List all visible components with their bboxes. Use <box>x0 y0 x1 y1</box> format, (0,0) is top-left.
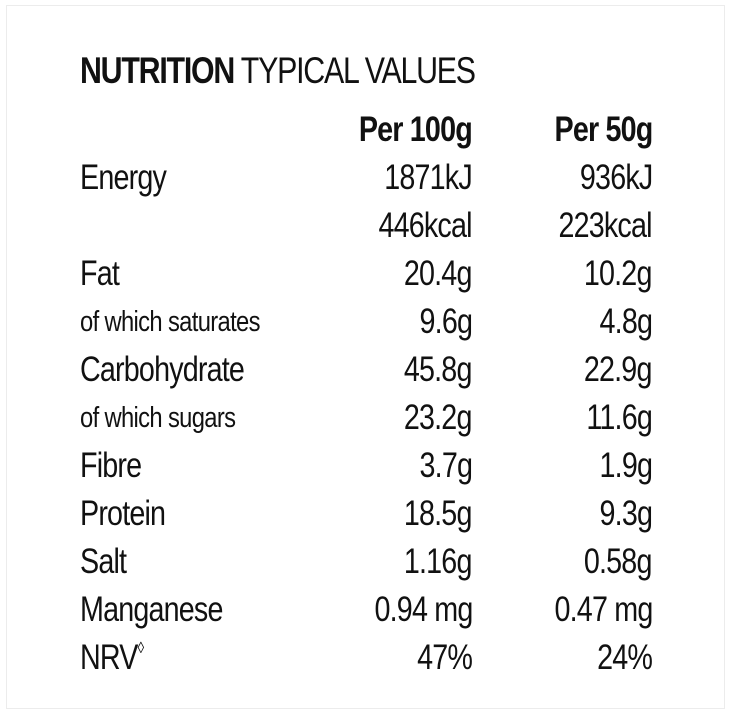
heading-light: TYPICAL VALUES <box>240 50 476 91</box>
table-row-energy-kcal: 446kcal 223kcal <box>80 202 653 250</box>
row-label-nrv: NRV◊ <box>80 634 144 682</box>
table-row-nrv: NRV◊ 47% 24% <box>80 634 653 682</box>
value-per-100g: 1871kJ <box>384 158 472 197</box>
table-row-manganese: Manganese 0.94 mg 0.47 mg <box>80 586 653 634</box>
value-per-100g: 446kcal <box>378 206 473 245</box>
row-label: Energy <box>80 158 167 197</box>
row-label: Salt <box>80 542 127 581</box>
nrv-label-text: NRV <box>80 638 138 677</box>
value-per-50g: 24% <box>597 638 653 677</box>
table-row-protein: Protein 18.5g 9.3g <box>80 490 653 538</box>
column-header-per-50g: Per 50g <box>554 110 653 149</box>
column-header-row: Per 100g Per 50g <box>80 106 653 154</box>
value-per-100g: 47% <box>417 638 473 677</box>
value-per-50g: 9.3g <box>599 494 652 533</box>
value-per-50g: 936kJ <box>579 158 653 197</box>
value-per-100g: 45.8g <box>404 350 473 389</box>
value-per-50g: 10.2g <box>584 254 653 293</box>
value-per-50g: 11.6g <box>586 398 652 437</box>
table-row-carbohydrate: Carbohydrate 45.8g 22.9g <box>80 346 653 394</box>
value-per-100g: 3.7g <box>419 446 472 485</box>
value-per-100g: 23.2g <box>404 398 473 437</box>
value-per-100g: 18.5g <box>404 494 473 533</box>
nrv-diamond-mark: ◊ <box>137 640 145 657</box>
row-label: of which saturates <box>80 306 261 338</box>
value-per-50g: 223kcal <box>558 206 653 245</box>
table-row-energy-kj: Energy 1871kJ 936kJ <box>80 154 653 202</box>
heading-bold: NUTRITION <box>80 50 235 91</box>
row-label: Manganese <box>80 590 223 629</box>
value-per-50g: 0.58g <box>584 542 653 581</box>
row-label: of which sugars <box>80 402 236 434</box>
value-per-100g: 0.94 mg <box>374 590 473 629</box>
table-row-fat: Fat 20.4g 10.2g <box>80 250 653 298</box>
value-per-50g: 4.8g <box>599 302 652 341</box>
value-per-100g: 1.16g <box>404 542 473 581</box>
value-per-50g: 1.9g <box>599 446 652 485</box>
row-label: Protein <box>80 494 166 533</box>
row-label: Fibre <box>80 446 142 485</box>
nutrition-table: Per 100g Per 50g Energy 1871kJ 936kJ 446… <box>80 106 653 682</box>
row-label: Carbohydrate <box>80 350 245 389</box>
table-row-fibre: Fibre 3.7g 1.9g <box>80 442 653 490</box>
value-per-50g: 0.47 mg <box>554 590 653 629</box>
column-header-per-100g: Per 100g <box>358 110 473 149</box>
nutrition-heading: NUTRITION TYPICAL VALUES <box>80 50 476 91</box>
nutrition-panel <box>6 5 725 709</box>
row-label: Fat <box>80 254 120 293</box>
value-per-100g: 9.6g <box>419 302 472 341</box>
table-row-sugars: of which sugars 23.2g 11.6g <box>80 394 653 442</box>
table-row-saturates: of which saturates 9.6g 4.8g <box>80 298 653 346</box>
table-row-salt: Salt 1.16g 0.58g <box>80 538 653 586</box>
value-per-100g: 20.4g <box>404 254 473 293</box>
value-per-50g: 22.9g <box>584 350 653 389</box>
